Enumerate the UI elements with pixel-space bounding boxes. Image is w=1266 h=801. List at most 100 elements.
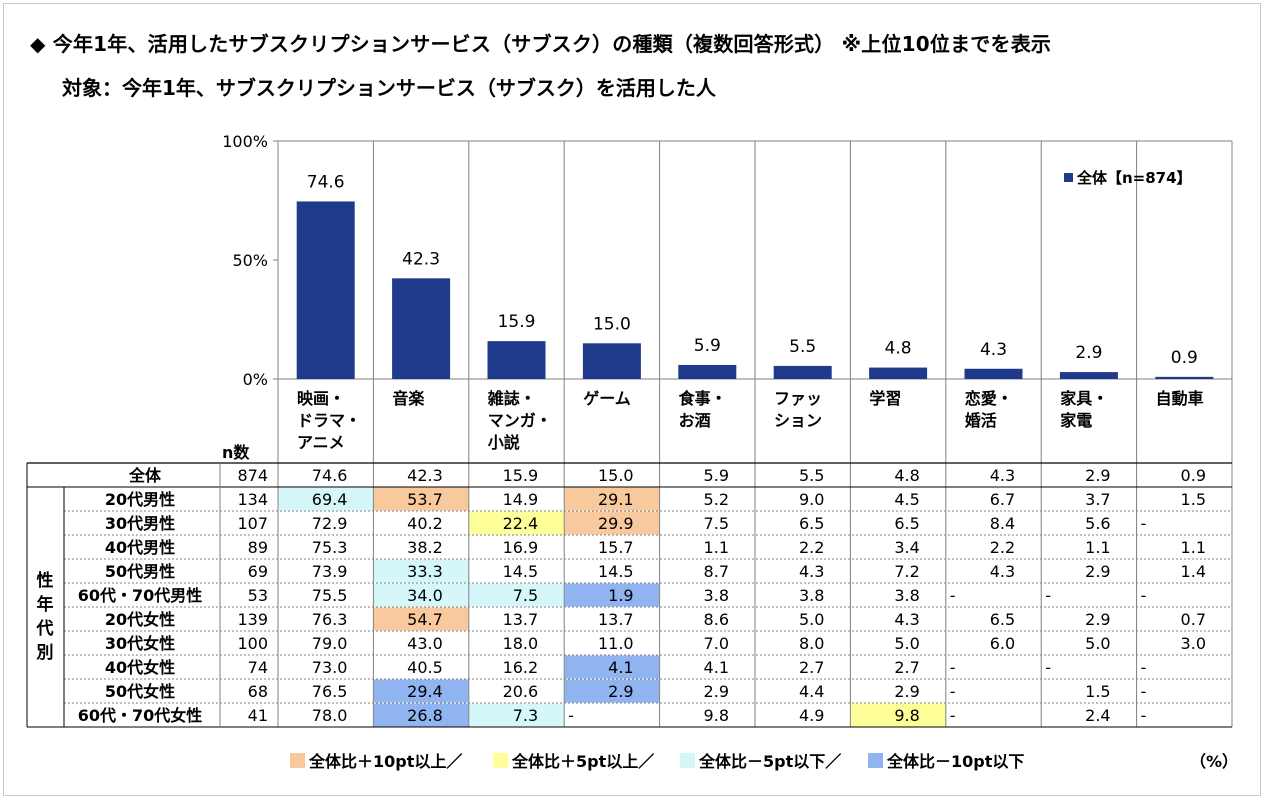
category-label: 映画・: [297, 389, 345, 408]
table-cell: 7.5: [704, 514, 729, 533]
table-cell: 5.2: [704, 490, 729, 509]
table-cell: 3.4: [894, 538, 919, 557]
row-label: 60代・70代女性: [78, 706, 203, 725]
table-cell: 14.5: [503, 562, 539, 581]
table-cell: 54.7: [407, 610, 443, 629]
category-label: 恋愛・: [965, 389, 1013, 408]
bar: [392, 278, 451, 379]
table-cell: 13.7: [503, 610, 539, 629]
table-cell: 69.4: [312, 490, 348, 509]
table-cell: 5.0: [1085, 634, 1110, 653]
figure-frame: [3, 3, 1261, 796]
table-cell: 29.9: [598, 514, 634, 533]
category-label: アニメ: [297, 433, 345, 452]
table-cell: 76.3: [312, 610, 348, 629]
unit-label: （%）: [1190, 752, 1239, 771]
data-label: 4.8: [885, 339, 912, 359]
table-cell: 6.7: [990, 490, 1015, 509]
bar: [296, 201, 355, 379]
table-cell: 3.8: [704, 586, 729, 605]
table-cell: 4.3: [990, 466, 1015, 485]
row-n: 874: [237, 466, 268, 485]
legend-swatch: [493, 752, 508, 768]
category-label: 自動車: [1156, 389, 1204, 408]
table-cell: 8.0: [799, 634, 824, 653]
category-label: ション: [774, 411, 822, 430]
highlight-cell: [469, 511, 564, 535]
table-cell: 1.1: [704, 538, 729, 557]
table-cell: -: [1045, 658, 1051, 677]
category-label: 婚活: [965, 411, 997, 430]
table-cell: 2.2: [990, 538, 1015, 557]
table-cell: -: [1141, 706, 1147, 725]
table-cell: 2.9: [894, 682, 919, 701]
highlight-cell: [278, 487, 373, 511]
table-cell: 15.7: [598, 538, 634, 557]
data-label: 5.5: [789, 337, 816, 357]
table-cell: 15.0: [598, 466, 634, 485]
highlight-cell: [564, 511, 660, 535]
highlight-cell: [373, 607, 469, 631]
table-cell: 9.0: [799, 490, 824, 509]
table-cell: 75.3: [312, 538, 348, 557]
side-label-char: 別: [36, 643, 54, 663]
chart-title: ◆ 今年1年、活用したサブスクリプションサービス（サブスク）の種類（複数回答形式…: [30, 32, 1052, 56]
table-cell: 29.1: [598, 490, 634, 509]
row-n: 53: [248, 586, 268, 605]
table-cell: 1.1: [1085, 538, 1110, 557]
table-cell: 2.4: [1085, 706, 1110, 725]
row-label: 60代・70代男性: [78, 586, 203, 605]
row-label: 40代女性: [105, 658, 175, 677]
row-n: 68: [248, 682, 268, 701]
table-cell: 2.9: [704, 682, 729, 701]
table-cell: 1.5: [1085, 682, 1110, 701]
table-cell: 2.9: [1085, 610, 1110, 629]
table-cell: 79.0: [312, 634, 348, 653]
table-cell: 5.0: [894, 634, 919, 653]
table-cell: 3.8: [799, 586, 824, 605]
category-label: 小説: [488, 433, 520, 452]
table-cell: 74.6: [312, 466, 348, 485]
category-label: ドラマ・: [297, 411, 361, 430]
bar: [1059, 372, 1118, 379]
side-label-char: 年: [37, 594, 54, 615]
table-cell: -: [1141, 682, 1147, 701]
table-cell: 76.5: [312, 682, 348, 701]
data-label: 15.0: [593, 314, 631, 334]
table-cell: 2.9: [1085, 562, 1110, 581]
data-label: 2.9: [1075, 343, 1102, 363]
table-cell: 7.2: [894, 562, 919, 581]
row-label: 20代男性: [105, 490, 175, 509]
table-cell: 14.9: [503, 490, 539, 509]
table-cell: 42.3: [407, 466, 443, 485]
table-cell: 3.7: [1085, 490, 1110, 509]
highlight-cell: [373, 487, 469, 511]
table-cell: 4.3: [990, 562, 1015, 581]
table-cell: 20.6: [503, 682, 539, 701]
legend-swatch: [290, 752, 305, 768]
highlight-cell: [373, 583, 469, 607]
table-cell: 38.2: [407, 538, 443, 557]
category-label: 音楽: [392, 389, 425, 408]
row-label: 20代女性: [105, 610, 175, 629]
legend-swatch: [1064, 173, 1073, 182]
table-cell: 0.9: [1181, 466, 1206, 485]
table-cell: -: [1141, 586, 1147, 605]
bar: [582, 343, 641, 379]
table-cell: 33.3: [407, 562, 443, 581]
table-cell: 1.9: [608, 586, 633, 605]
table-cell: 13.7: [598, 610, 634, 629]
highlight-cell: [469, 583, 564, 607]
table-cell: 6.0: [990, 634, 1015, 653]
table-cell: -: [950, 658, 956, 677]
table-cell: -: [950, 682, 956, 701]
row-n: 69: [248, 562, 268, 581]
table-cell: 73.9: [312, 562, 348, 581]
legend-item-minus10: 全体比－10pt以下: [868, 748, 1024, 772]
chart-subtitle: 対象：今年1年、サブスクリプションサービス（サブスク）を活用した人: [62, 76, 716, 100]
category-label: 雑誌・: [487, 389, 536, 408]
row-n: 134: [237, 490, 268, 509]
table-cell: 15.9: [503, 466, 539, 485]
table-cell: 14.5: [598, 562, 634, 581]
